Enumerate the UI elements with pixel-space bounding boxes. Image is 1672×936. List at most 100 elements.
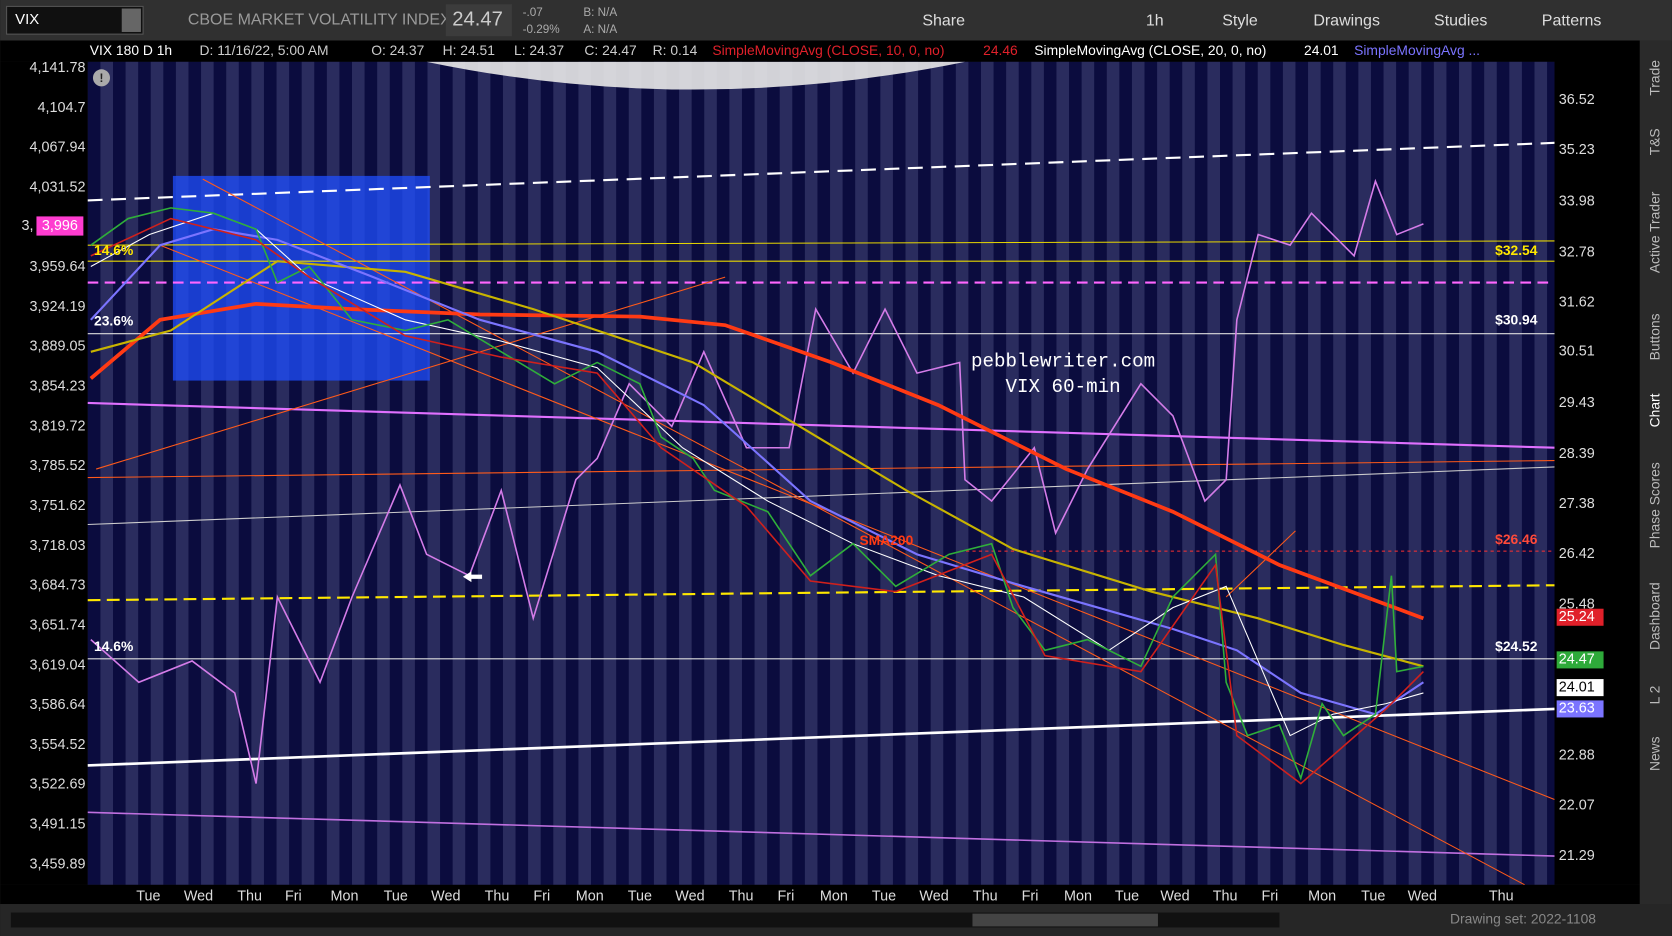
annotation: $32.54 xyxy=(1495,242,1538,258)
trendline xyxy=(87,707,1555,767)
side-tab[interactable]: Active Trader xyxy=(1646,191,1662,273)
session-stripe xyxy=(100,61,113,885)
price-tag-label: 23.63 xyxy=(1559,701,1595,717)
x-tick-label: Tue xyxy=(384,888,408,904)
session-stripe xyxy=(930,61,944,885)
session-stripe xyxy=(528,61,541,885)
annotation: SMA200 xyxy=(859,532,913,548)
header-text: C: 24.47 xyxy=(584,42,636,58)
session-stripe xyxy=(603,61,617,885)
trendline xyxy=(87,460,1555,479)
x-tick-label: Mon xyxy=(1064,888,1092,904)
y-tick-label: 4,141.78 xyxy=(30,60,86,76)
toolbar-button[interactable]: Patterns xyxy=(1542,13,1602,30)
scrollbar[interactable] xyxy=(10,912,1280,928)
session-stripe xyxy=(1333,61,1346,885)
price-marker xyxy=(36,216,84,236)
y-tick-label: 3,924.19 xyxy=(30,299,86,315)
side-tab[interactable]: Dashboard xyxy=(1646,582,1662,650)
trendline xyxy=(87,811,1555,857)
x-tick-label: Fri xyxy=(1022,888,1039,904)
toolbar-button[interactable]: Style xyxy=(1222,13,1258,30)
y2-tick-label: 31.62 xyxy=(1559,295,1595,311)
toolbar-button[interactable]: Share xyxy=(922,13,965,30)
x-tick-label: Thu xyxy=(729,888,754,904)
session-stripe xyxy=(1459,61,1472,885)
y-tick-label: 3,854.23 xyxy=(30,379,86,395)
session-stripe xyxy=(1081,61,1095,885)
symbol-box[interactable] xyxy=(6,5,144,35)
price-marker-label: 3,996 xyxy=(42,218,78,234)
price-tag xyxy=(1556,651,1604,669)
x-tick-label: Fri xyxy=(1262,888,1279,904)
session-stripe xyxy=(704,61,717,885)
price-tag-label: 25.24 xyxy=(1559,609,1595,625)
alert-icon[interactable] xyxy=(92,69,111,87)
toolbar-button[interactable]: 1h xyxy=(1146,13,1164,30)
y2-tick-label: 28.39 xyxy=(1559,446,1595,462)
session-stripe xyxy=(578,61,592,885)
trendline xyxy=(87,584,1555,602)
symbol-dropdown[interactable] xyxy=(121,8,141,32)
y-tick-label: 4,067.94 xyxy=(30,140,86,156)
sma200 xyxy=(89,301,1425,621)
price-tag xyxy=(1556,608,1604,626)
side-tab[interactable]: T&S xyxy=(1646,128,1662,155)
header-text: SimpleMovingAvg ... xyxy=(1354,42,1480,58)
session-stripe xyxy=(1232,61,1246,885)
ask: A: N/A xyxy=(583,23,617,36)
x-tick-label: Tue xyxy=(136,888,160,904)
svg-text:!: ! xyxy=(100,72,104,85)
session-stripe xyxy=(1257,61,1271,885)
watermark: pebblewriter.com xyxy=(971,350,1155,372)
session-stripe xyxy=(1534,61,1548,885)
session-stripe xyxy=(1308,61,1321,885)
session-stripe xyxy=(1509,61,1522,885)
annotation: 14.6% xyxy=(94,638,133,654)
session-stripe xyxy=(729,61,742,885)
side-tab[interactable]: Chart xyxy=(1646,393,1662,427)
side-tab[interactable]: Trade xyxy=(1646,60,1662,96)
y2-tick-label: 35.23 xyxy=(1559,142,1595,158)
toolbar xyxy=(0,0,1672,41)
y-tick-label: 3,554.52 xyxy=(30,737,86,753)
y2-tick-label: 26.42 xyxy=(1559,546,1595,562)
channel xyxy=(1225,530,1296,598)
price-tag xyxy=(1556,679,1604,697)
side-tab[interactable]: Phase Scores xyxy=(1646,462,1662,548)
drawing-set: Drawing set: 2022-1108 xyxy=(1450,911,1596,927)
highlight-box xyxy=(172,175,430,381)
y-tick-label: 3,651.74 xyxy=(30,617,86,633)
y-tick-label: 3,619.04 xyxy=(30,657,86,673)
header-text: 24.46 xyxy=(983,42,1018,58)
session-stripe xyxy=(905,61,919,885)
x-tick-label: Wed xyxy=(919,888,948,904)
x-tick-label: Thu xyxy=(1489,888,1514,904)
side-tab[interactable]: News xyxy=(1646,736,1662,771)
side-tab[interactable]: L 2 xyxy=(1646,686,1662,705)
scroll-thumb[interactable] xyxy=(972,913,1158,927)
session-stripe xyxy=(653,61,667,885)
left-axis xyxy=(0,61,88,885)
y-tick-label: 4,104.7 xyxy=(38,100,86,116)
side-tab[interactable]: Buttons xyxy=(1646,313,1662,360)
drawings xyxy=(87,141,1555,886)
session-stripe xyxy=(1056,61,1070,885)
session-stripe xyxy=(779,61,793,885)
trendline xyxy=(87,141,1555,202)
x-tick-label: Wed xyxy=(184,888,213,904)
description: CBOE MARKET VOLATILITY INDEX xyxy=(188,11,451,28)
y2-tick-label: 22.88 xyxy=(1559,748,1595,764)
toolbar-button[interactable]: Studies xyxy=(1434,13,1487,30)
x-tick-label: Tue xyxy=(1361,888,1385,904)
annotation: 23.6% xyxy=(94,313,133,329)
right-axis xyxy=(1554,40,1640,885)
header-text: O: 24.37 xyxy=(371,42,424,58)
last-box xyxy=(445,4,512,37)
x-tick-label: Wed xyxy=(431,888,460,904)
toolbar-button[interactable]: Drawings xyxy=(1313,13,1380,30)
y2-tick-label: 30.51 xyxy=(1559,344,1595,360)
y-tick-label: 3,684.73 xyxy=(30,578,86,594)
header-text: 24.01 xyxy=(1304,42,1339,58)
